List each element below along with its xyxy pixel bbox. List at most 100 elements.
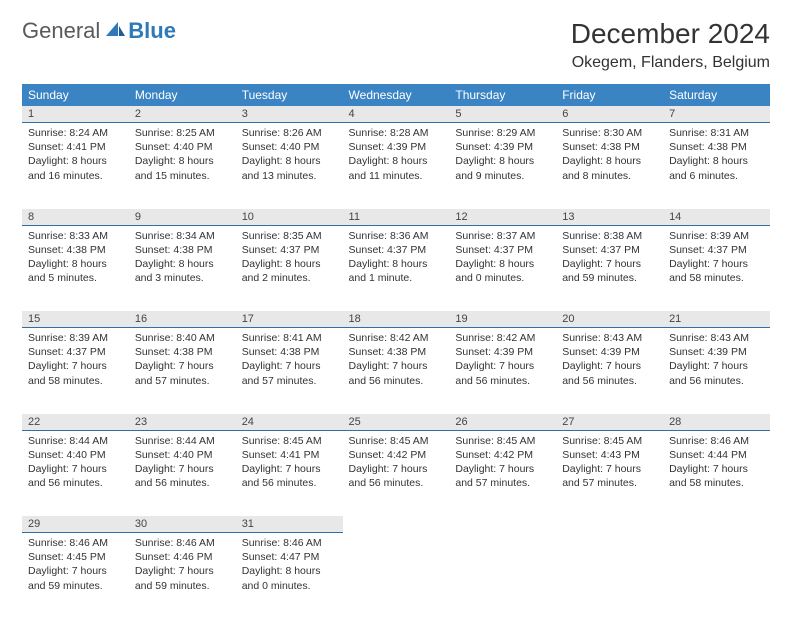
sunrise-text: Sunrise: 8:43 AM (669, 331, 764, 345)
day-number-cell (556, 516, 663, 533)
title-block: December 2024 Okegem, Flanders, Belgium (571, 18, 770, 72)
logo-text-general: General (22, 18, 100, 44)
daylight-text: Daylight: 8 hours and 5 minutes. (28, 257, 123, 285)
day-number-cell: 20 (556, 311, 663, 328)
daylight-text: Daylight: 7 hours and 56 minutes. (242, 462, 337, 490)
location: Okegem, Flanders, Belgium (571, 54, 770, 72)
day-number-cell: 7 (663, 106, 770, 123)
daylight-text: Daylight: 8 hours and 15 minutes. (135, 154, 230, 182)
daylight-text: Daylight: 8 hours and 8 minutes. (562, 154, 657, 182)
sunrise-text: Sunrise: 8:38 AM (562, 229, 657, 243)
sunset-text: Sunset: 4:42 PM (349, 448, 444, 462)
sunrise-text: Sunrise: 8:45 AM (562, 434, 657, 448)
daynum-row: 1234567 (22, 106, 770, 123)
day-content-cell: Sunrise: 8:44 AMSunset: 4:40 PMDaylight:… (129, 430, 236, 516)
day-content-cell: Sunrise: 8:41 AMSunset: 4:38 PMDaylight:… (236, 328, 343, 414)
day-number-cell: 6 (556, 106, 663, 123)
day-header: Thursday (449, 84, 556, 106)
sunset-text: Sunset: 4:37 PM (455, 243, 550, 257)
sunset-text: Sunset: 4:37 PM (349, 243, 444, 257)
sunset-text: Sunset: 4:38 PM (242, 345, 337, 359)
day-content-cell: Sunrise: 8:33 AMSunset: 4:38 PMDaylight:… (22, 225, 129, 311)
sunrise-text: Sunrise: 8:31 AM (669, 126, 764, 140)
sunset-text: Sunset: 4:37 PM (28, 345, 123, 359)
sunset-text: Sunset: 4:40 PM (242, 140, 337, 154)
content-row: Sunrise: 8:39 AMSunset: 4:37 PMDaylight:… (22, 328, 770, 414)
day-number-cell: 23 (129, 414, 236, 431)
day-number-cell: 1 (22, 106, 129, 123)
sunset-text: Sunset: 4:41 PM (242, 448, 337, 462)
sunset-text: Sunset: 4:38 PM (28, 243, 123, 257)
sunrise-text: Sunrise: 8:36 AM (349, 229, 444, 243)
sunset-text: Sunset: 4:38 PM (135, 243, 230, 257)
day-number-cell: 31 (236, 516, 343, 533)
sunrise-text: Sunrise: 8:24 AM (28, 126, 123, 140)
day-number-cell: 26 (449, 414, 556, 431)
daylight-text: Daylight: 7 hours and 57 minutes. (242, 359, 337, 387)
sunrise-text: Sunrise: 8:33 AM (28, 229, 123, 243)
daynum-row: 22232425262728 (22, 414, 770, 431)
daylight-text: Daylight: 7 hours and 57 minutes. (562, 462, 657, 490)
month-title: December 2024 (571, 18, 770, 50)
daylight-text: Daylight: 7 hours and 56 minutes. (349, 359, 444, 387)
daylight-text: Daylight: 8 hours and 2 minutes. (242, 257, 337, 285)
day-number-cell: 30 (129, 516, 236, 533)
day-content-cell (663, 533, 770, 619)
daylight-text: Daylight: 7 hours and 56 minutes. (28, 462, 123, 490)
daylight-text: Daylight: 8 hours and 0 minutes. (242, 564, 337, 592)
sunrise-text: Sunrise: 8:34 AM (135, 229, 230, 243)
daylight-text: Daylight: 7 hours and 56 minutes. (562, 359, 657, 387)
sunset-text: Sunset: 4:40 PM (135, 140, 230, 154)
daylight-text: Daylight: 8 hours and 3 minutes. (135, 257, 230, 285)
day-number-cell: 16 (129, 311, 236, 328)
daylight-text: Daylight: 7 hours and 56 minutes. (669, 359, 764, 387)
day-header: Wednesday (343, 84, 450, 106)
daylight-text: Daylight: 8 hours and 1 minute. (349, 257, 444, 285)
sunset-text: Sunset: 4:38 PM (562, 140, 657, 154)
day-number-cell: 17 (236, 311, 343, 328)
sunrise-text: Sunrise: 8:41 AM (242, 331, 337, 345)
day-content-cell: Sunrise: 8:39 AMSunset: 4:37 PMDaylight:… (22, 328, 129, 414)
sunset-text: Sunset: 4:39 PM (349, 140, 444, 154)
daylight-text: Daylight: 7 hours and 59 minutes. (28, 564, 123, 592)
sunset-text: Sunset: 4:39 PM (562, 345, 657, 359)
day-number-cell: 18 (343, 311, 450, 328)
sunrise-text: Sunrise: 8:35 AM (242, 229, 337, 243)
sunrise-text: Sunrise: 8:39 AM (28, 331, 123, 345)
day-content-cell (556, 533, 663, 619)
sunrise-text: Sunrise: 8:45 AM (349, 434, 444, 448)
day-header: Saturday (663, 84, 770, 106)
calendar-table: Sunday Monday Tuesday Wednesday Thursday… (22, 84, 770, 619)
sunrise-text: Sunrise: 8:39 AM (669, 229, 764, 243)
sunset-text: Sunset: 4:39 PM (669, 345, 764, 359)
day-content-cell: Sunrise: 8:28 AMSunset: 4:39 PMDaylight:… (343, 123, 450, 209)
sunrise-text: Sunrise: 8:42 AM (455, 331, 550, 345)
sunset-text: Sunset: 4:40 PM (135, 448, 230, 462)
content-row: Sunrise: 8:46 AMSunset: 4:45 PMDaylight:… (22, 533, 770, 619)
daynum-row: 891011121314 (22, 209, 770, 226)
sunrise-text: Sunrise: 8:37 AM (455, 229, 550, 243)
day-number-cell: 13 (556, 209, 663, 226)
daylight-text: Daylight: 7 hours and 58 minutes. (669, 462, 764, 490)
daylight-text: Daylight: 7 hours and 56 minutes. (349, 462, 444, 490)
sunset-text: Sunset: 4:39 PM (455, 345, 550, 359)
sunrise-text: Sunrise: 8:45 AM (242, 434, 337, 448)
day-number-cell: 3 (236, 106, 343, 123)
daynum-row: 15161718192021 (22, 311, 770, 328)
daylight-text: Daylight: 7 hours and 58 minutes. (28, 359, 123, 387)
day-content-cell: Sunrise: 8:45 AMSunset: 4:43 PMDaylight:… (556, 430, 663, 516)
daylight-text: Daylight: 7 hours and 59 minutes. (562, 257, 657, 285)
day-number-cell: 14 (663, 209, 770, 226)
day-number-cell (663, 516, 770, 533)
daylight-text: Daylight: 8 hours and 6 minutes. (669, 154, 764, 182)
day-header: Friday (556, 84, 663, 106)
sunrise-text: Sunrise: 8:44 AM (28, 434, 123, 448)
sunset-text: Sunset: 4:42 PM (455, 448, 550, 462)
day-number-cell: 29 (22, 516, 129, 533)
daylight-text: Daylight: 7 hours and 58 minutes. (669, 257, 764, 285)
sunrise-text: Sunrise: 8:25 AM (135, 126, 230, 140)
day-number-cell: 4 (343, 106, 450, 123)
daylight-text: Daylight: 8 hours and 11 minutes. (349, 154, 444, 182)
day-content-cell: Sunrise: 8:45 AMSunset: 4:42 PMDaylight:… (343, 430, 450, 516)
day-number-cell: 10 (236, 209, 343, 226)
